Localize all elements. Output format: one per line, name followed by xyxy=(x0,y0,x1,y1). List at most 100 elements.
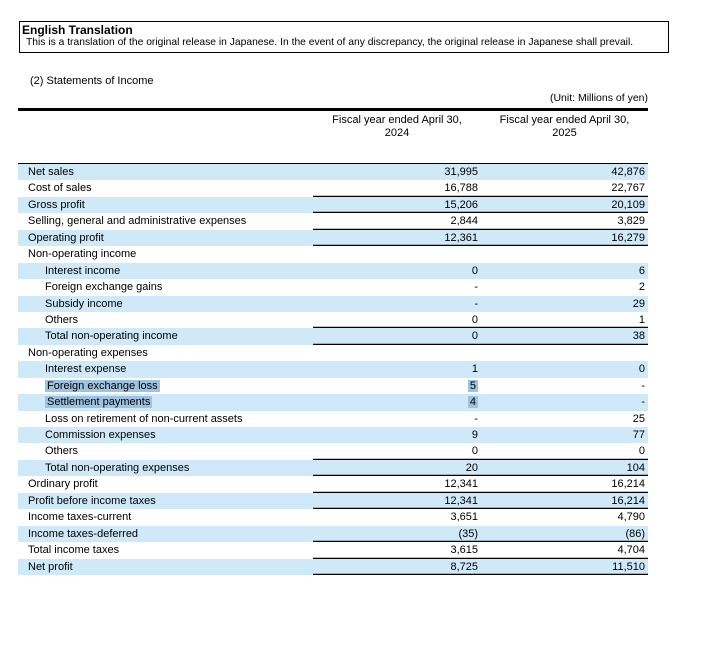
row-label: Total non-operating expenses xyxy=(45,461,190,474)
value-cell-v1: 3,651 xyxy=(450,511,478,524)
table-row: Selling, general and administrative expe… xyxy=(18,213,648,229)
value-cell-v2: 2 xyxy=(638,281,645,294)
row-values: 9 77 xyxy=(313,427,648,443)
row-label: Settlement payments xyxy=(18,394,313,410)
value-cell-v1 xyxy=(313,246,481,262)
value-cell-v1 xyxy=(313,345,481,361)
value-cell-v1: 8,725 xyxy=(450,560,478,573)
row-label: Commission expenses xyxy=(45,429,156,441)
selection-highlight: Foreign exchange loss xyxy=(45,379,160,392)
notice-body: This is a translation of the original re… xyxy=(26,37,634,48)
table-row: Ordinary profit 12,341 16,214 xyxy=(18,476,648,492)
value-cell-v1: 31,995 xyxy=(444,166,478,178)
row-values: 8,725 11,510 xyxy=(313,559,648,575)
row-values: 12,341 16,214 xyxy=(313,476,648,492)
row-values: - 29 xyxy=(313,296,648,312)
value-cell-v1: 9 xyxy=(471,429,478,441)
value-cell-v1: (35) xyxy=(458,527,478,540)
value-cell-v2: 16,214 xyxy=(611,494,645,507)
table-row: Interest income 0 6 xyxy=(18,262,648,280)
table-row: Subsidy income - 29 xyxy=(18,295,648,312)
row-values: (35) (86) xyxy=(313,526,648,542)
table-row: Commission expenses 9 77 xyxy=(18,427,648,444)
table-row: Non-operating income xyxy=(18,246,648,262)
value-cell-v2: - xyxy=(641,379,645,392)
table-row: Cost of sales 16,788 22,767 xyxy=(18,180,648,196)
value-cell-v1: 3,615 xyxy=(450,544,478,557)
table-row: Operating profit 12,361 16,279 xyxy=(18,229,648,247)
value-cell-v2: 11,510 xyxy=(612,560,645,573)
row-label: Total non-operating income xyxy=(45,330,178,343)
income-statement-table: Fiscal year ended April 30, 2024 Fiscal … xyxy=(18,108,648,575)
value-cell-v2: 77 xyxy=(632,429,645,441)
column-header-line2: 2024 xyxy=(384,127,410,139)
table-rows: Net sales 31,995 42,876 Cost of sales 16,788… xyxy=(18,164,648,575)
table-row: Non-operating expenses xyxy=(18,345,648,361)
value-cell-v2: (86) xyxy=(625,527,645,540)
row-values: 16,788 22,767 xyxy=(313,180,648,196)
table-row: Total non-operating expenses 20 104 xyxy=(18,459,648,477)
value-cell-v1: 0 xyxy=(471,445,478,458)
row-values xyxy=(313,246,648,262)
row-label: Subsidy income xyxy=(45,297,123,310)
table-row: Foreign exchange gains -2 xyxy=(18,279,648,295)
row-label: Net sales xyxy=(28,166,74,178)
value-cell-v2: 6 xyxy=(638,264,645,277)
value-cell-v1: 5 xyxy=(313,378,481,394)
row-values: 3,651 4,790 xyxy=(313,509,648,525)
table-row: Total non-operating income 0 38 xyxy=(18,328,648,345)
table-row: Gross profit 15,206 20,109 xyxy=(18,196,648,214)
row-values: -2 xyxy=(313,279,648,295)
row-label: Gross profit xyxy=(28,198,85,211)
header-label-spacer xyxy=(18,111,313,163)
value-cell-v2: 4,704 xyxy=(617,544,645,557)
translation-notice-box: English Translation This is a translatio… xyxy=(19,21,669,53)
value-cell-v2: 42,876 xyxy=(611,166,645,178)
value-cell-v2: - xyxy=(641,396,645,409)
table-row: Foreign exchange loss 5 - xyxy=(18,378,648,394)
table-row: Settlement payments 4 - xyxy=(18,394,648,411)
value-cell-v1: 1 xyxy=(471,363,478,376)
value-cell-v1: 20 xyxy=(465,461,478,474)
value-cell-v1: 12,341 xyxy=(444,478,478,491)
row-label: Interest income xyxy=(45,264,121,277)
value-cell-v2: 16,214 xyxy=(611,478,645,491)
value-cell-v2: 29 xyxy=(632,297,645,310)
value-cell-v1: - xyxy=(474,297,478,310)
value-cell-v1: 15,206 xyxy=(444,198,478,211)
value-cell-v2: 1 xyxy=(638,313,645,326)
row-label: Net profit xyxy=(28,560,73,573)
row-label: Non-operating income xyxy=(28,248,137,261)
row-values: 15,206 20,109 xyxy=(313,197,648,213)
value-cell-v1: 4 xyxy=(313,394,481,410)
table-header: Fiscal year ended April 30, 2024 Fiscal … xyxy=(18,111,648,164)
row-label: Interest expense xyxy=(45,363,127,376)
row-values: 12,341 16,214 xyxy=(313,493,648,509)
row-label: Loss on retirement of non-current assets xyxy=(45,412,243,425)
column-header-line1: Fiscal year ended April 30, xyxy=(499,114,630,126)
value-cell-v2: 38 xyxy=(632,330,645,343)
row-label: Non-operating expenses xyxy=(28,346,148,359)
table-row: Loss on retirement of non-current assets… xyxy=(18,411,648,427)
table-row: Others 0 1 xyxy=(18,312,648,328)
row-values: 12,361 16,279 xyxy=(313,230,648,246)
value-cell-v2: 20,109 xyxy=(611,198,645,211)
column-header-fy2025: Fiscal year ended April 30, 2025 xyxy=(481,111,648,163)
row-values: 31,995 42,876 xyxy=(313,164,648,180)
row-label: Others xyxy=(45,445,79,458)
table-row: Net profit 8,725 11,510 xyxy=(18,558,648,575)
row-values xyxy=(313,345,648,361)
row-label: Selling, general and administrative expe… xyxy=(28,215,247,228)
selection-highlight: 4 xyxy=(467,396,478,409)
value-cell-v1: 2,844 xyxy=(450,215,478,228)
value-cell-v2: 3,829 xyxy=(617,215,645,228)
row-label: Cost of sales xyxy=(28,182,92,195)
value-cell-v1: 0 xyxy=(471,264,478,277)
table-row: Total income taxes 3,615 4,704 xyxy=(18,542,648,558)
value-cell-v2: 22,767 xyxy=(611,182,645,195)
row-label: Foreign exchange loss xyxy=(18,378,313,394)
value-cell-v1: - xyxy=(474,281,478,294)
